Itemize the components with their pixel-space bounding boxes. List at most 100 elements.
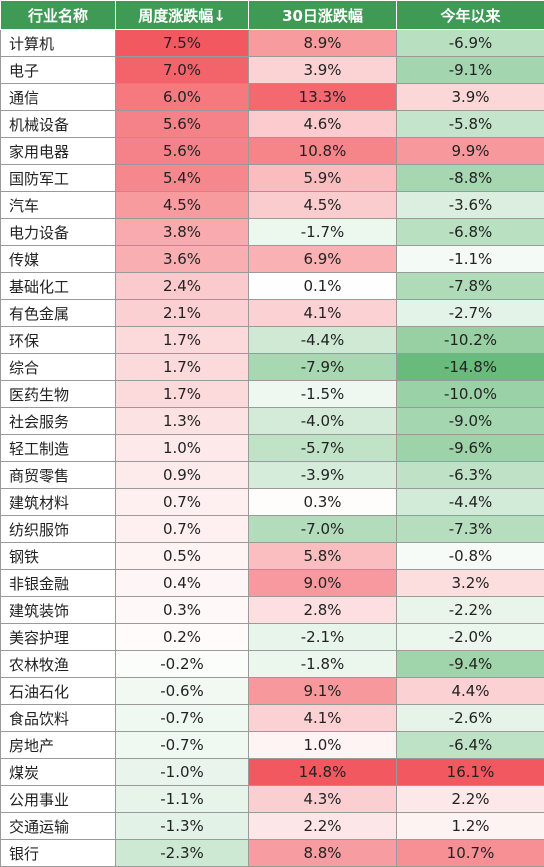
weekly-change-cell: 5.4%	[116, 165, 249, 192]
ytd-change-cell: 4.4%	[397, 678, 544, 705]
ytd-change-cell: 1.2%	[397, 813, 544, 840]
30day-change-cell: 8.8%	[249, 840, 397, 867]
industry-name-cell: 国防军工	[1, 165, 116, 192]
ytd-change-cell: -10.2%	[397, 327, 544, 354]
30day-change-cell: -1.8%	[249, 651, 397, 678]
industry-name-cell: 社会服务	[1, 408, 116, 435]
header-ytd-change[interactable]: 今年以来	[397, 1, 544, 30]
weekly-change-cell: 1.3%	[116, 408, 249, 435]
table-row: 房地产-0.7%1.0%-6.4%	[1, 732, 544, 759]
weekly-change-cell: 1.0%	[116, 435, 249, 462]
weekly-change-cell: 0.4%	[116, 570, 249, 597]
industry-name-cell: 机械设备	[1, 111, 116, 138]
industry-name-cell: 商贸零售	[1, 462, 116, 489]
industry-name-cell: 食品饮料	[1, 705, 116, 732]
industry-name-cell: 钢铁	[1, 543, 116, 570]
30day-change-cell: 0.3%	[249, 489, 397, 516]
weekly-change-cell: -0.6%	[116, 678, 249, 705]
weekly-change-cell: 7.0%	[116, 57, 249, 84]
weekly-change-cell: 5.6%	[116, 111, 249, 138]
30day-change-cell: -3.9%	[249, 462, 397, 489]
30day-change-cell: 4.5%	[249, 192, 397, 219]
ytd-change-cell: -2.2%	[397, 597, 544, 624]
table-header-row: 行业名称 周度涨跌幅↓ 30日涨跌幅 今年以来	[1, 1, 544, 30]
30day-change-cell: -2.1%	[249, 624, 397, 651]
industry-name-cell: 建筑材料	[1, 489, 116, 516]
30day-change-cell: 8.9%	[249, 30, 397, 57]
30day-change-cell: 5.8%	[249, 543, 397, 570]
industry-name-cell: 通信	[1, 84, 116, 111]
industry-name-cell: 银行	[1, 840, 116, 867]
industry-name-cell: 纺织服饰	[1, 516, 116, 543]
industry-name-cell: 基础化工	[1, 273, 116, 300]
30day-change-cell: 2.8%	[249, 597, 397, 624]
industry-name-cell: 计算机	[1, 30, 116, 57]
weekly-change-cell: 0.3%	[116, 597, 249, 624]
30day-change-cell: 3.9%	[249, 57, 397, 84]
30day-change-cell: 9.1%	[249, 678, 397, 705]
weekly-change-cell: -1.1%	[116, 786, 249, 813]
30day-change-cell: 13.3%	[249, 84, 397, 111]
ytd-change-cell: -6.9%	[397, 30, 544, 57]
weekly-change-cell: -1.0%	[116, 759, 249, 786]
industry-name-cell: 有色金属	[1, 300, 116, 327]
30day-change-cell: 4.1%	[249, 705, 397, 732]
industry-name-cell: 美容护理	[1, 624, 116, 651]
weekly-change-cell: 1.7%	[116, 354, 249, 381]
ytd-change-cell: -5.8%	[397, 111, 544, 138]
weekly-change-cell: 4.5%	[116, 192, 249, 219]
ytd-change-cell: -14.8%	[397, 354, 544, 381]
weekly-change-cell: 3.8%	[116, 219, 249, 246]
header-30day-change[interactable]: 30日涨跌幅	[249, 1, 397, 30]
header-weekly-change[interactable]: 周度涨跌幅↓	[116, 1, 249, 30]
table-row: 银行-2.3%8.8%10.7%	[1, 840, 544, 867]
industry-name-cell: 电子	[1, 57, 116, 84]
ytd-change-cell: -1.1%	[397, 246, 544, 273]
table-row: 石油石化-0.6%9.1%4.4%	[1, 678, 544, 705]
industry-name-cell: 医药生物	[1, 381, 116, 408]
weekly-change-cell: 2.4%	[116, 273, 249, 300]
table-row: 公用事业-1.1%4.3%2.2%	[1, 786, 544, 813]
ytd-change-cell: -6.4%	[397, 732, 544, 759]
ytd-change-cell: -6.3%	[397, 462, 544, 489]
ytd-change-cell: -10.0%	[397, 381, 544, 408]
header-industry-name[interactable]: 行业名称	[1, 1, 116, 30]
30day-change-cell: 14.8%	[249, 759, 397, 786]
weekly-change-cell: 1.7%	[116, 327, 249, 354]
weekly-change-cell: 5.6%	[116, 138, 249, 165]
weekly-change-cell: 0.7%	[116, 516, 249, 543]
ytd-change-cell: -7.8%	[397, 273, 544, 300]
ytd-change-cell: -9.4%	[397, 651, 544, 678]
weekly-change-cell: -0.2%	[116, 651, 249, 678]
ytd-change-cell: -2.7%	[397, 300, 544, 327]
ytd-change-cell: 2.2%	[397, 786, 544, 813]
industry-name-cell: 传媒	[1, 246, 116, 273]
ytd-change-cell: -7.3%	[397, 516, 544, 543]
ytd-change-cell: -6.8%	[397, 219, 544, 246]
weekly-change-cell: 6.0%	[116, 84, 249, 111]
30day-change-cell: -4.0%	[249, 408, 397, 435]
ytd-change-cell: 10.7%	[397, 840, 544, 867]
table-row: 煤炭-1.0%14.8%16.1%	[1, 759, 544, 786]
ytd-change-cell: -9.0%	[397, 408, 544, 435]
ytd-change-cell: 9.9%	[397, 138, 544, 165]
30day-change-cell: -7.0%	[249, 516, 397, 543]
industry-name-cell: 综合	[1, 354, 116, 381]
industry-name-cell: 交通运输	[1, 813, 116, 840]
ytd-change-cell: -9.1%	[397, 57, 544, 84]
